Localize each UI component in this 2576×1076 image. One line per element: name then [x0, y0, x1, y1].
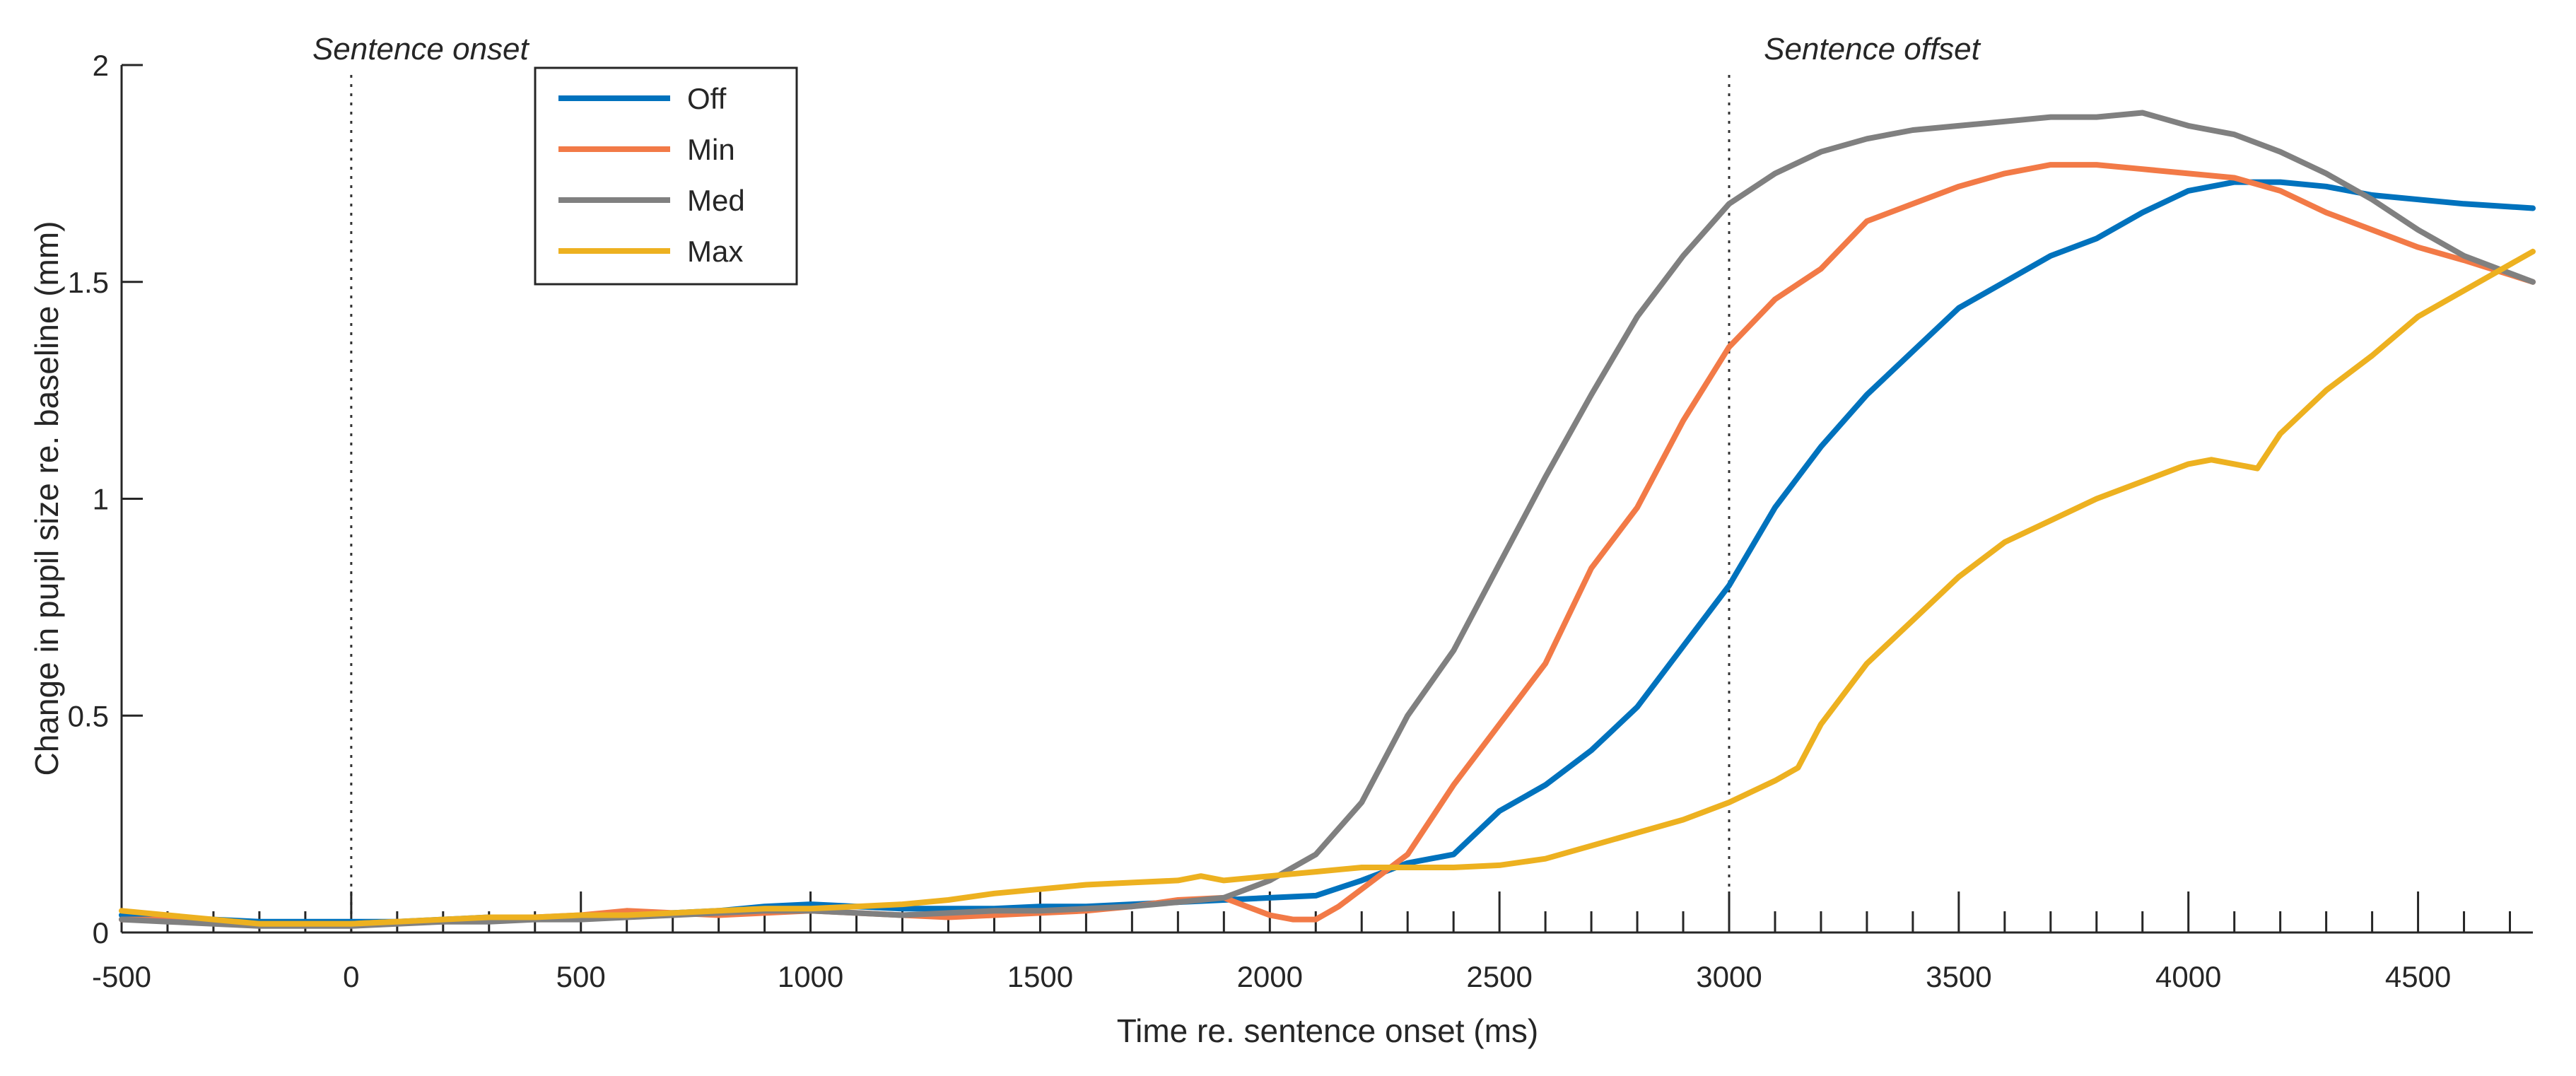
x-tick-label: 0: [343, 960, 359, 993]
x-tick-label: 500: [556, 960, 606, 993]
x-tick-label: 4500: [2385, 960, 2451, 993]
y-tick-label: 1.5: [68, 266, 109, 299]
sentence-onset-annotation: Sentence onset: [312, 32, 530, 66]
legend-label-min: Min: [687, 133, 735, 166]
series-lines: [119, 110, 2536, 929]
x-tick-label: 1500: [1007, 960, 1073, 993]
x-axis-label: Time re. sentence onset (ms): [1117, 1012, 1539, 1049]
series-line-med: [119, 110, 2536, 929]
y-axis-ticks: [122, 64, 143, 934]
legend-label-med: Med: [687, 184, 745, 217]
x-tick-label: 4000: [2155, 960, 2221, 993]
x-axis-tick-labels: -500 0 500 1000 1500 2000 2500 3000 3500 4000 4500: [92, 960, 2451, 993]
series-line-max: [119, 248, 2536, 927]
x-tick-label: 3000: [1696, 960, 1762, 993]
y-tick-label: 1: [93, 483, 109, 516]
x-tick-label: 3500: [1926, 960, 1991, 993]
y-tick-label: 2: [93, 49, 109, 82]
y-tick-label: 0: [93, 916, 109, 949]
x-tick-label: 2000: [1237, 960, 1303, 993]
legend-label-max: Max: [687, 235, 743, 268]
x-tick-label: 1000: [778, 960, 843, 993]
y-axis-tick-labels: 0 0.5 1 1.5 2: [68, 49, 109, 949]
y-tick-label: 0.5: [68, 699, 109, 732]
y-axis-label: Change in pupil size re. baseline (mm): [28, 221, 65, 776]
legend: Off Min Med Max: [534, 66, 798, 286]
legend-label-off: Off: [687, 82, 727, 115]
sentence-offset-annotation: Sentence offset: [1764, 32, 1981, 66]
x-tick-label: 2500: [1466, 960, 1532, 993]
x-tick-label: -500: [92, 960, 151, 993]
